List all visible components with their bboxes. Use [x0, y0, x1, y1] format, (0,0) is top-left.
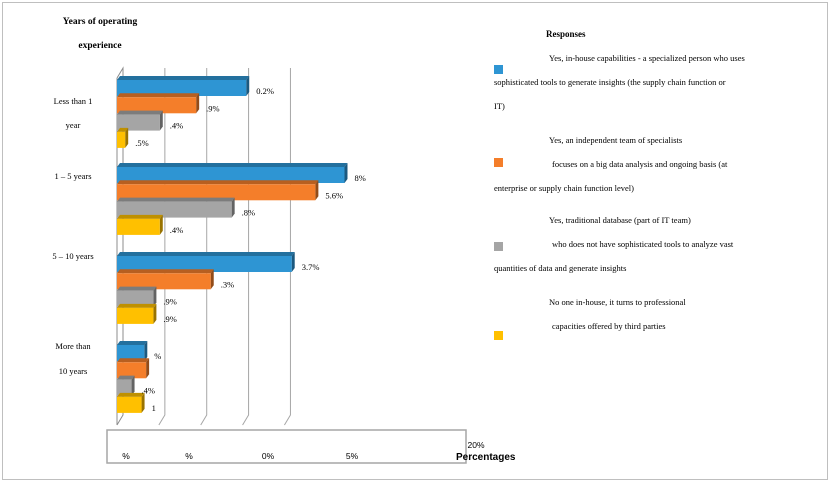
bar-cat2-series2 — [117, 180, 319, 201]
category-label-4-line-2: 10 years — [59, 366, 88, 376]
bar-cat4-series1 — [117, 341, 148, 361]
x-tick-label-2: % — [185, 451, 193, 461]
bar-cat4-series4 — [117, 392, 145, 413]
bar-cat1-series3 — [117, 110, 163, 131]
bar-cat1-series1 — [117, 76, 250, 96]
legend-text-3-line-2: who does not have sophisticated tools to… — [552, 239, 734, 249]
x-tick-label-3: 0% — [262, 451, 275, 461]
data-label-cat1-series1: 0.2% — [256, 86, 274, 96]
x-axis-label: Percentages — [456, 452, 516, 463]
data-label-cat2-series2: 5.6% — [325, 190, 343, 200]
data-label-cat3-series2: .3% — [221, 279, 234, 289]
bar-cat2-series1 — [117, 163, 348, 183]
bars — [117, 76, 348, 413]
legend-text-2-line-1: Yes, an independent team of specialists — [549, 135, 683, 145]
bar-cat3-series4 — [117, 303, 157, 324]
bar-cat4-series3 — [117, 375, 135, 396]
bar-cat3-series3 — [117, 286, 157, 307]
category-label-1-line-2: year — [66, 120, 81, 130]
data-label-cat2-series3: .8% — [242, 208, 255, 218]
legend-swatch-3 — [494, 242, 503, 251]
legend-text-2-line-3: enterprise or supply chain function leve… — [494, 183, 634, 193]
data-label-cat4-series4: 1 — [152, 403, 156, 413]
x-tick-labels: %% 0% 5% 20% — [122, 440, 485, 461]
data-label-cat1-series3: .4% — [170, 121, 183, 131]
category-label-1-line-1: Less than 1 — [54, 96, 93, 106]
bar-cat3-series2 — [117, 269, 214, 290]
legend-text-2-line-2: focuses on a big data analysis and ongoi… — [552, 159, 728, 169]
data-label-cat4-series3: .4% — [142, 386, 155, 396]
category-labels: Less than 1 year 1 – 5 years 5 – 10 years Mo… — [52, 96, 93, 376]
legend-swatch-1 — [494, 65, 503, 74]
data-label-cat2-series4: .4% — [170, 225, 183, 235]
legend-text-1-line-1: Yes, in-house capabilities - a specializ… — [549, 53, 745, 63]
bar-cat1-series4 — [117, 127, 129, 148]
legend-text-4-line-1: No one in-house, it turns to professiona… — [549, 297, 686, 307]
legend-text-3-line-1: Yes, traditional database (part of IT te… — [549, 215, 691, 225]
legend: Responses Yes, in-house capabilities - a… — [494, 0, 804, 484]
bar-cat1-series2 — [117, 93, 200, 114]
legend-swatch-4 — [494, 331, 503, 340]
bar-cat3-series1 — [117, 252, 295, 272]
legend-text-1-line-2: sophisticated tools to generate insights… — [494, 77, 726, 87]
bar-cat2-series3 — [117, 197, 235, 218]
data-label-cat1-series4: .5% — [135, 138, 148, 148]
data-label-cat4-series1: % — [154, 351, 161, 361]
bar-cat2-series4 — [117, 214, 163, 235]
data-labels: 0.2% .9% .4% .5% 8% 5.6% .8% .4% 3.7% .3% .9% .9%%.… — [135, 86, 366, 413]
legend-title: Responses — [546, 29, 586, 39]
category-label-3-line-1: 5 – 10 years — [52, 251, 93, 261]
chart-title-line-2: experience — [78, 41, 121, 51]
category-label-2-line-1: 1 – 5 years — [54, 171, 91, 181]
legend-text-4-line-2: capacities offered by third parties — [552, 321, 666, 331]
x-tick-label-1: % — [122, 451, 130, 461]
legend-text-1-line-3: IT) — [494, 101, 505, 111]
legend-swatch-2 — [494, 158, 503, 167]
x-tick-label-5: 20% — [467, 440, 484, 450]
data-label-cat1-series2: .9% — [206, 103, 219, 113]
data-label-cat3-series1: 3.7% — [302, 262, 320, 272]
data-label-cat2-series1: 8% — [355, 173, 366, 183]
category-label-4-line-1: More than — [55, 341, 91, 351]
data-label-cat3-series4: .9% — [163, 314, 176, 324]
bar-cat4-series2 — [117, 358, 150, 379]
x-tick-label-4: 5% — [346, 451, 359, 461]
chart-title-line-1: Years of operating — [63, 17, 138, 27]
legend-text-3-line-3: quantities of data and generate insights — [494, 263, 627, 273]
data-label-cat3-series3: .9% — [163, 297, 176, 307]
